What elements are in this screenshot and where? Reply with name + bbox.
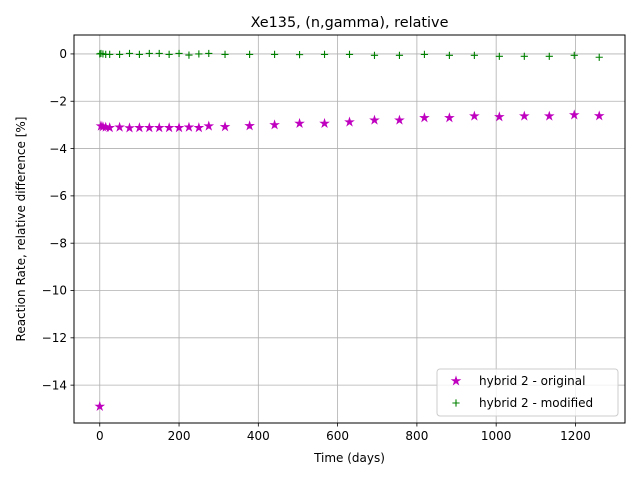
data-point-plus (470, 51, 478, 59)
legend-box (436, 368, 619, 417)
data-point-star (124, 122, 135, 133)
x-tick-label: 1200 (560, 429, 591, 443)
data-point-star (134, 122, 145, 133)
data-point-star (419, 112, 430, 123)
legend-marker-star (450, 375, 462, 386)
data-point-star (568, 109, 580, 120)
data-point-plus (246, 50, 254, 58)
legend-marker-plus (452, 399, 460, 407)
axis-ticks: 0 200 400 600 800 1000 1200 0 −2 −4 −6 −8 −10 −12 −14 (42, 47, 591, 443)
x-tick-label: 800 (405, 429, 428, 443)
data-point-plus (320, 50, 329, 58)
x-tick-label: 200 (168, 429, 191, 443)
data-point-plus (545, 52, 553, 60)
data-point-plus (495, 52, 503, 60)
data-point-plus (395, 51, 404, 59)
legend-label-original: hybrid 2 - original (479, 374, 585, 388)
legend-plus-icon (452, 399, 460, 407)
y-tick-label: −14 (42, 378, 67, 392)
data-point-plus (125, 49, 134, 58)
grid-lines (74, 35, 625, 423)
data-point-plus (270, 50, 279, 58)
data-point-star (294, 117, 305, 128)
y-tick-label: −2 (49, 94, 67, 108)
data-point-star (114, 121, 125, 132)
legend-star-icon (450, 375, 462, 386)
series-markers (94, 49, 605, 411)
data-point-plus (106, 50, 114, 58)
data-point-star (394, 114, 405, 125)
data-point-plus (221, 50, 229, 58)
data-point-star (244, 120, 255, 131)
data-point-plus (135, 50, 144, 58)
data-point-plus (520, 52, 528, 60)
data-point-star (173, 122, 185, 133)
y-tick-label: −6 (49, 189, 67, 203)
data-point-star (269, 119, 280, 130)
data-point-star (104, 122, 115, 133)
series-star (94, 109, 605, 411)
data-point-star (219, 121, 231, 132)
data-point-star (153, 122, 165, 133)
data-point-plus (295, 51, 304, 59)
legend: hybrid 2 - original hybrid 2 - modified (436, 368, 619, 417)
x-tick-label: 0 (96, 429, 104, 443)
x-tick-label: 1000 (481, 429, 512, 443)
data-point-plus (420, 50, 429, 58)
data-point-star (369, 114, 380, 125)
data-point-plus (570, 51, 578, 59)
data-point-star (193, 122, 205, 133)
y-tick-label: −4 (49, 142, 67, 156)
x-tick-label: 600 (326, 429, 349, 443)
y-tick-label: −12 (42, 331, 67, 345)
y-tick-label: 0 (59, 47, 67, 61)
data-point-plus (345, 50, 354, 58)
data-point-plus (205, 49, 213, 58)
data-point-star (494, 111, 505, 122)
y-tick-label: −8 (49, 236, 67, 250)
data-point-star (444, 112, 455, 123)
data-point-plus (445, 51, 453, 59)
y-tick-label: −10 (42, 284, 67, 298)
data-point-plus (185, 51, 193, 59)
data-point-star (183, 121, 195, 132)
plot-frame (73, 34, 626, 424)
chart-title: Xe135, (n,gamma), relative (251, 15, 449, 31)
data-point-star (543, 110, 555, 121)
data-point-star (593, 110, 605, 121)
data-point-star (163, 122, 175, 133)
data-point-plus (155, 49, 163, 58)
series-plus (96, 49, 603, 61)
data-point-plus (165, 50, 173, 58)
data-point-star (144, 122, 155, 133)
data-point-star (203, 120, 215, 131)
data-point-star (519, 110, 530, 121)
x-axis-label: Time (days) (313, 451, 385, 465)
data-point-plus (115, 50, 124, 58)
data-point-plus (595, 53, 603, 61)
data-point-star (469, 110, 480, 121)
data-point-star (319, 117, 330, 128)
data-point-plus (175, 49, 183, 58)
data-point-star (94, 400, 106, 411)
data-point-star (344, 116, 355, 127)
data-point-plus (370, 51, 379, 59)
legend-label-modified: hybrid 2 - modified (479, 396, 593, 410)
data-point-plus (195, 50, 203, 58)
y-axis-label: Reaction Rate, relative difference [%] (14, 117, 28, 342)
data-point-plus (145, 49, 153, 58)
x-tick-label: 400 (247, 429, 270, 443)
